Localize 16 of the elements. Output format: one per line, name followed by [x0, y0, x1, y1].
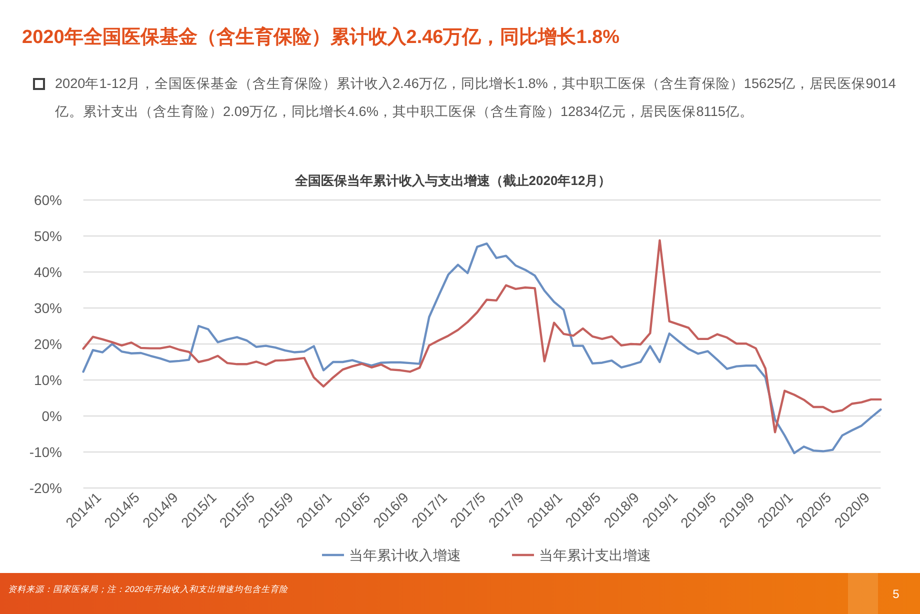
- y-tick-label: 0%: [42, 408, 62, 424]
- chart-subtitle: 全国医保当年累计收入与支出增速（截止2020年12月）: [294, 173, 612, 188]
- legend-label: 当年累计收入增速: [349, 547, 461, 563]
- y-tick-label: 40%: [34, 264, 62, 280]
- legend-label: 当年累计支出增速: [539, 547, 651, 563]
- chart-title: 2020年全国医保基金（含生育保险）累计收入2.46万亿，同比增长1.8%: [22, 26, 620, 48]
- y-tick-label: 20%: [34, 336, 62, 352]
- text: 2020年1-12月，全国医保基金（含生育保险）累计收入2.46万亿，同比增长1.8%，其中职工医保（含生育保险）15625亿，居民医保9014亿。累计支出（含生育险）2.09万亿，同比增长4.6%，其中职工医保（含生育险）12834亿元，居民医保8115亿。: [55, 75, 897, 121]
- y-tick-label: -10%: [29, 444, 62, 460]
- y-tick-label: 10%: [34, 372, 62, 388]
- y-tick-label: 50%: [34, 228, 62, 244]
- text: 资料来源：国家医保局；注：2020年开始收入和支出增速均包含生育险: [8, 584, 289, 594]
- y-tick-label: 30%: [34, 300, 62, 316]
- y-tick-label: -20%: [29, 480, 62, 496]
- text: 5: [892, 587, 900, 601]
- y-tick-label: 60%: [34, 192, 62, 208]
